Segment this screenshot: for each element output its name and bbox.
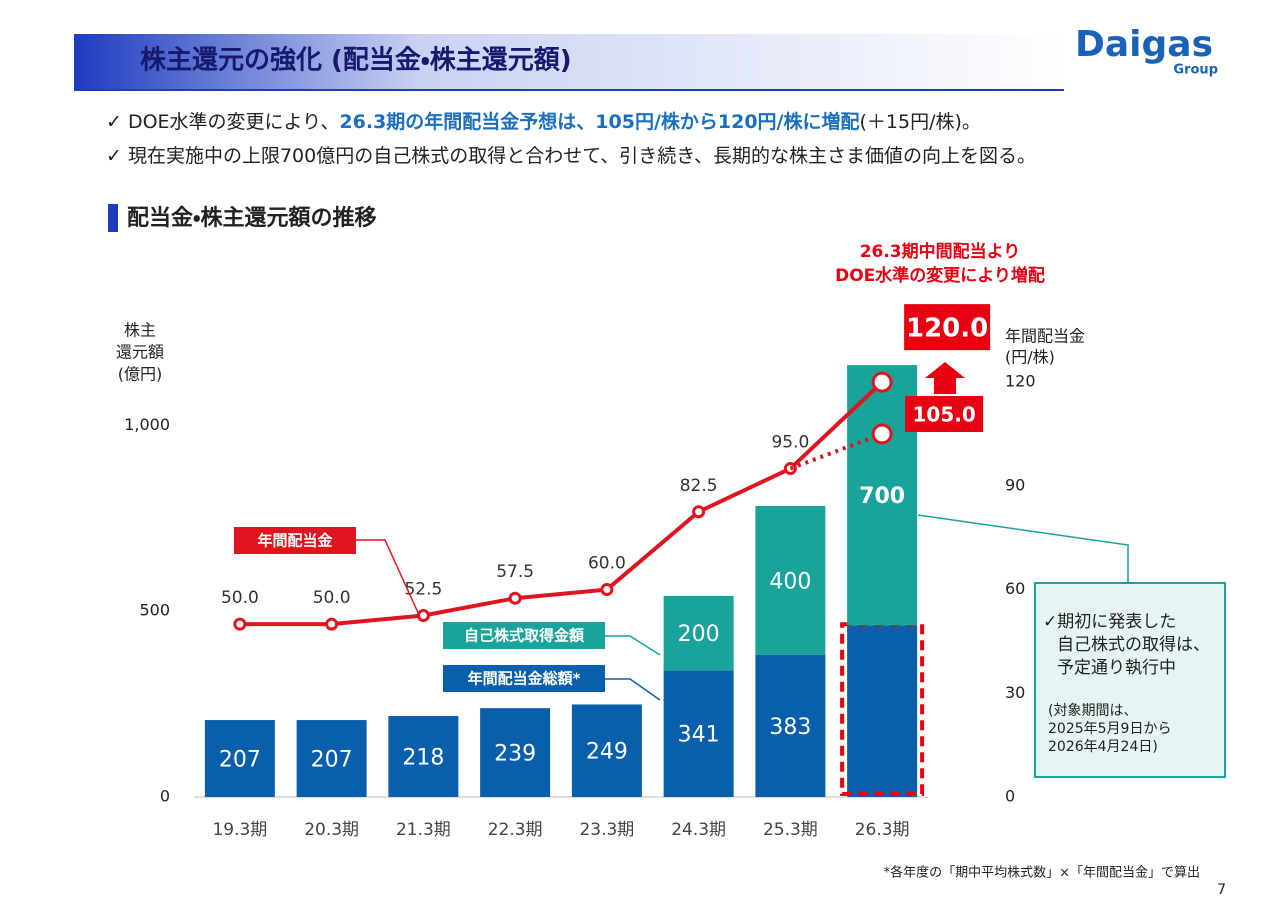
page-number: 7 (1217, 882, 1226, 898)
bar-value-label: 218 (402, 745, 444, 770)
chart-title: 配当金・株主還元額の推移 (127, 205, 376, 231)
line-point (871, 371, 893, 393)
bar-value-label: 341 (678, 723, 720, 748)
bar-value-label: 239 (494, 742, 536, 767)
y-axis-label: (億円) (118, 365, 163, 384)
note-connector (917, 514, 1129, 583)
legend-label: 年間配当金 (257, 532, 333, 550)
line-value-label: 52.5 (404, 579, 442, 599)
y2-tick-label: 90 (1005, 475, 1025, 494)
y2-tick-label: 120 (1005, 372, 1036, 391)
bar-value-label: 400 (769, 569, 811, 594)
y-tick-label: 1,000 (124, 415, 170, 434)
increase-arrow (925, 362, 965, 394)
y2-axis-label: (円/株) (1005, 348, 1055, 367)
y-tick-label: 500 (139, 601, 170, 620)
footnote: *各年度の「期中平均株式数」×「年間配当金」で算出 (884, 865, 1200, 881)
note-text: ✓期初に発表した (1043, 612, 1176, 632)
y-tick-label: 0 (160, 787, 170, 806)
legend-label: 自己株式取得金額 (464, 627, 585, 645)
x-tick-label: 24.3期 (671, 820, 726, 840)
bar (755, 654, 826, 797)
line-point (416, 608, 430, 622)
note-text: 予定通り執行中 (1057, 658, 1176, 678)
bullet-text: ✓ 現在実施中の上限700億円の自己株式の取得と合わせて、引き続き、長期的な株主… (106, 145, 1036, 167)
logo: Daigas (1075, 24, 1213, 65)
bullet-text: ✓ DOE水準の変更により、 (106, 111, 339, 133)
bar-value-label: 207 (219, 748, 261, 773)
y-axis-label: 株主 (124, 321, 156, 340)
legend-box (443, 665, 605, 692)
bar-value-label: 200 (678, 622, 720, 647)
bar (296, 720, 367, 797)
callout-line (356, 539, 421, 618)
x-tick-label: 25.3期 (763, 820, 818, 840)
value-badge (904, 304, 991, 351)
legend-box (234, 527, 356, 554)
annotation: DOE水準の変更により増配 (835, 265, 1045, 286)
bar-value-label: 700 (859, 484, 905, 509)
x-tick-label: 20.3期 (304, 820, 359, 840)
line-point (508, 591, 522, 605)
y2-tick-label: 0 (1005, 787, 1015, 806)
bar-value-label: 249 (586, 740, 628, 765)
line-value-label: 60.0 (588, 554, 626, 574)
value-badge (905, 395, 984, 432)
bar-value-label: 383 (769, 715, 811, 740)
y2-tick-label: 60 (1005, 579, 1025, 598)
bar-value-label: 207 (311, 748, 353, 773)
line-value-label: 82.5 (680, 476, 718, 496)
y2-tick-label: 30 (1005, 683, 1025, 702)
x-tick-label: 26.3期 (855, 820, 910, 840)
y2-axis-label: 年間配当金 (1005, 327, 1085, 346)
x-tick-label: 21.3期 (396, 820, 451, 840)
line (239, 380, 884, 627)
bullet-highlight: 26.3期の年間配当金予想は、105円/株から120円/株に増配 (339, 110, 859, 133)
note-text: 2026年4月24日) (1048, 739, 1158, 755)
bullet: ✓ 現在実施中の上限700億円の自己株式の取得と合わせて、引き続き、長期的な株主… (106, 145, 1036, 167)
legend-box (443, 622, 605, 649)
note-text: (対象期間は、 (1048, 703, 1137, 719)
bar (755, 505, 826, 655)
line-value-label: 95.0 (771, 433, 809, 453)
line-point (233, 617, 247, 631)
logo-sub: Group (1173, 63, 1218, 78)
line-point (600, 583, 614, 597)
line-value-label: 57.5 (496, 562, 534, 582)
bar (663, 670, 734, 797)
slide-title: 株主還元の強化 (配当金・株主還元額) (140, 45, 572, 76)
line-value-label: 50.0 (313, 588, 351, 608)
y-axis-label: 還元額 (116, 343, 164, 362)
section-marker (108, 204, 118, 232)
x-tick-label: 19.3期 (212, 820, 267, 840)
legend-label: 年間配当金総額* (468, 670, 581, 688)
line-value-label: 120.0 (906, 314, 988, 344)
x-tick-label: 22.3期 (488, 820, 543, 840)
note-text: 2025年5月9日から (1048, 721, 1171, 737)
callout-line (605, 678, 661, 701)
bar (204, 720, 275, 797)
header-band (74, 34, 1064, 90)
bar (571, 704, 642, 797)
annotation: 26.3期中間配当より (860, 241, 1021, 262)
bar (480, 708, 551, 797)
line-point (692, 505, 706, 519)
note-text: 自己株式の取得は、 (1057, 635, 1210, 655)
line (789, 432, 883, 471)
bullet-text: (＋15円/株)。 (860, 111, 981, 133)
note-box (1034, 582, 1226, 778)
bar (388, 715, 459, 797)
line-point (325, 617, 339, 631)
bar (663, 595, 734, 671)
line-point (871, 423, 893, 445)
bar (847, 625, 918, 797)
x-tick-label: 23.3期 (579, 820, 634, 840)
line-value-label: 105.0 (912, 402, 975, 426)
bullet: ✓ DOE水準の変更により、26.3期の年間配当金予想は、105円/株から120… (106, 110, 981, 133)
line-value-label: 50.0 (221, 588, 259, 608)
callout-line (605, 635, 661, 656)
